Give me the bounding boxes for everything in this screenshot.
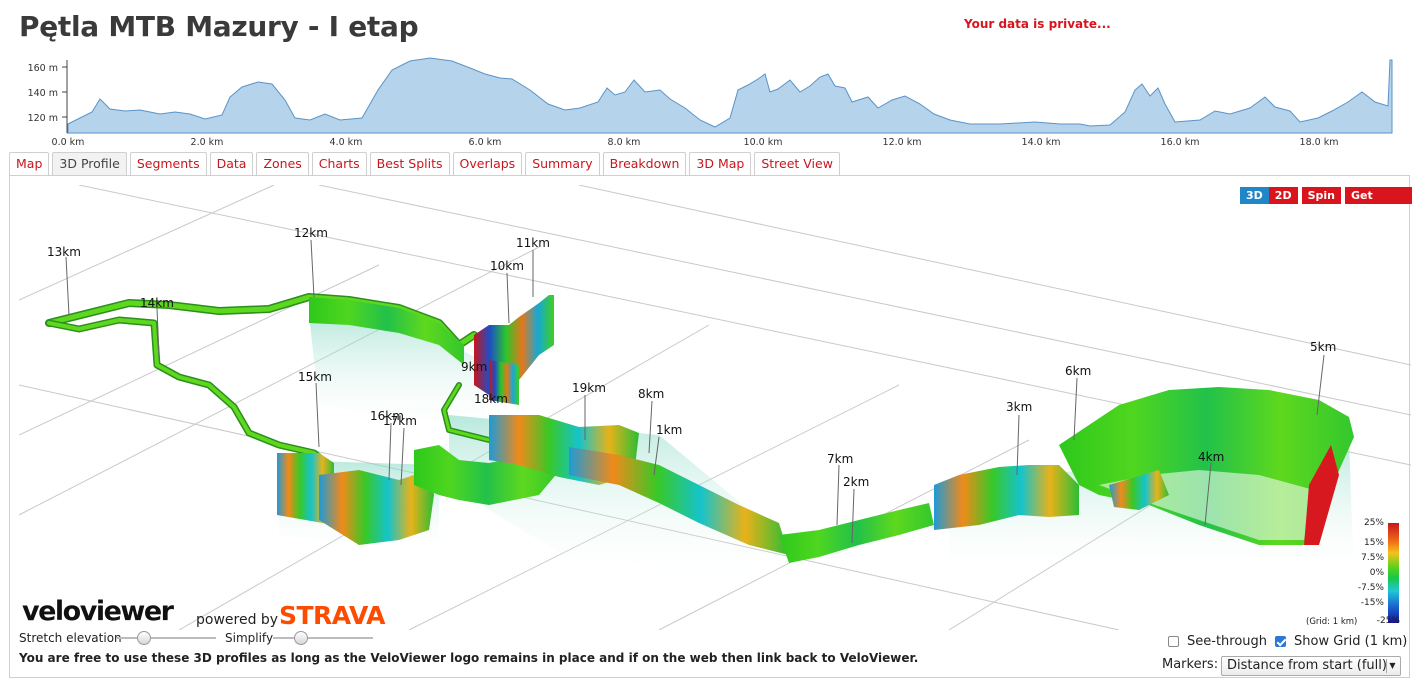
- usage-note: You are free to use these 3D profiles as…: [19, 651, 919, 665]
- km-marker-label: 9km: [461, 360, 487, 374]
- show-grid-toggle[interactable]: Show Grid (1 km): [1275, 634, 1407, 649]
- spin-button[interactable]: Spin: [1301, 187, 1341, 204]
- km-marker-label: 11km: [516, 236, 550, 250]
- tab-segments[interactable]: Segments: [129, 152, 207, 176]
- km-marker-label: 6km: [1065, 364, 1091, 378]
- km-markers: 13km 14km 12km 11km 10km 9km 18km 19km 1…: [47, 226, 1336, 544]
- tab-breakdown[interactable]: Breakdown: [602, 152, 687, 176]
- stretch-elevation-slider[interactable]: [116, 631, 216, 645]
- x-tick: 4.0 km: [330, 137, 363, 148]
- km-marker-label: 14km: [140, 296, 174, 310]
- chevron-down-icon[interactable]: ▼: [1386, 659, 1398, 673]
- legend-label: 7.5%: [1361, 553, 1384, 563]
- show-grid-checkbox[interactable]: [1275, 636, 1286, 647]
- stretch-elevation-label: Stretch elevation: [19, 631, 122, 645]
- slider-thumb[interactable]: [137, 631, 151, 645]
- 2d-view-button[interactable]: 2D: [1268, 187, 1298, 204]
- strava-logo[interactable]: STRAVA: [279, 601, 385, 630]
- x-tick: 8.0 km: [608, 137, 641, 148]
- tab-overlaps[interactable]: Overlaps: [452, 152, 523, 176]
- y-tick: 120 m: [28, 113, 58, 124]
- veloviewer-logo[interactable]: veloviewer: [22, 596, 174, 627]
- x-tick: 12.0 km: [883, 137, 922, 148]
- km-marker-label: 8km: [638, 387, 664, 401]
- y-tick: 160 m: [28, 63, 58, 74]
- km-marker-label: 13km: [47, 245, 81, 259]
- elevation-walls: [277, 295, 1354, 563]
- tab-best-splits[interactable]: Best Splits: [369, 152, 450, 176]
- get-image-button[interactable]: Get image: [1345, 187, 1412, 219]
- km-marker-label: 12km: [294, 226, 328, 240]
- see-through-checkbox[interactable]: [1168, 636, 1179, 647]
- elevation-area: [67, 57, 1393, 134]
- y-tick: 140 m: [28, 88, 58, 99]
- km-marker-label: 4km: [1198, 450, 1224, 464]
- tab-zones[interactable]: Zones: [256, 152, 309, 176]
- slider-thumb[interactable]: [294, 631, 308, 645]
- legend-label: -25%: [1376, 616, 1400, 626]
- x-tick: 10.0 km: [744, 137, 783, 148]
- tab-3d-map[interactable]: 3D Map: [689, 152, 752, 176]
- legend-label: -7.5%: [1357, 583, 1384, 593]
- x-tick: 6.0 km: [469, 137, 502, 148]
- km-marker-label: 7km: [827, 452, 853, 466]
- see-through-toggle[interactable]: See-through: [1168, 634, 1267, 649]
- legend-label: 25%: [1363, 518, 1384, 528]
- x-tick: 16.0 km: [1161, 137, 1200, 148]
- km-marker-label: 2km: [843, 475, 869, 489]
- show-grid-label: Show Grid (1 km): [1294, 634, 1408, 649]
- km-marker-label: 17km: [383, 414, 417, 428]
- see-through-label: See-through: [1187, 634, 1268, 649]
- simplify-label: Simplify: [225, 631, 274, 645]
- tab-street-view[interactable]: Street View: [754, 152, 840, 176]
- markers-select-value: Distance from start (full): [1227, 658, 1387, 673]
- simplify-slider[interactable]: [273, 631, 373, 645]
- 3d-profile-canvas[interactable]: 13km 14km 12km 11km 10km 9km 18km 19km 1…: [19, 185, 1411, 630]
- grid-note: (Grid: 1 km): [1306, 617, 1358, 627]
- legend-label: -15%: [1360, 598, 1384, 608]
- x-tick: 0.0 km: [52, 137, 85, 148]
- activity-title: Pętla MTB Mazury - I etap: [19, 10, 419, 43]
- km-marker-label: 16km: [370, 409, 404, 423]
- view-controls: 3D 2D Spin Get image: [1240, 187, 1412, 219]
- tab-3d-profile[interactable]: 3D Profile: [52, 152, 127, 176]
- km-marker-label: 1km: [656, 423, 682, 437]
- powered-by-text: powered by: [196, 612, 279, 628]
- markers-select[interactable]: Distance from start (full) ▼: [1221, 656, 1401, 676]
- tab-bar: Map 3D Profile Segments Data Zones Chart…: [9, 152, 840, 176]
- gradient-legend: 25% 15% 7.5% 0% -7.5% -15% -25%: [1340, 515, 1412, 630]
- km-marker-label: 3km: [1006, 400, 1032, 414]
- tab-data[interactable]: Data: [209, 152, 254, 176]
- km-marker-label: 5km: [1310, 340, 1336, 354]
- tab-charts[interactable]: Charts: [311, 152, 367, 176]
- markers-label: Markers:: [1162, 657, 1219, 672]
- gradient-scale-bar: [1388, 523, 1399, 623]
- legend-label: 0%: [1369, 568, 1384, 578]
- km-marker-label: 18km: [474, 392, 508, 406]
- x-tick: 2.0 km: [191, 137, 224, 148]
- x-tick: 14.0 km: [1022, 137, 1061, 148]
- privacy-note[interactable]: Your data is private...: [964, 17, 1111, 31]
- elevation-profile-chart[interactable]: 160 m 140 m 120 m 0.0 km 2.0 km 4.0 km 6…: [0, 52, 1412, 150]
- tab-map[interactable]: Map: [9, 152, 50, 176]
- x-tick: 18.0 km: [1300, 137, 1339, 148]
- legend-label: 15%: [1363, 538, 1384, 548]
- km-marker-label: 19km: [572, 381, 606, 395]
- km-marker-label: 15km: [298, 370, 332, 384]
- tab-summary[interactable]: Summary: [525, 152, 600, 176]
- 3d-view-button[interactable]: 3D: [1240, 187, 1269, 204]
- km-marker-label: 10km: [490, 259, 524, 273]
